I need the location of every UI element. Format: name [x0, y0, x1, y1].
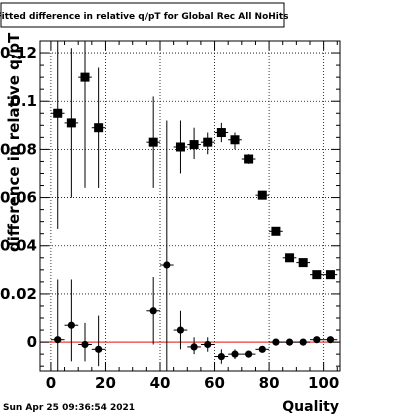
- data-point-circle: [190, 343, 198, 351]
- data-point-circle: [67, 321, 75, 329]
- data-point-circle: [81, 340, 89, 349]
- data-point-circle: [326, 336, 335, 344]
- title-box: Fitted difference in relative q/pT for G…: [0, 2, 289, 28]
- data-point-circle: [313, 336, 321, 344]
- data-point-square: [216, 128, 226, 138]
- y-tick-label: 0: [27, 333, 37, 351]
- y-tick-label: 0.1: [10, 92, 37, 110]
- x-axis-label: Quality: [282, 399, 339, 414]
- data-point-circle: [217, 352, 225, 361]
- axis-ticks: [40, 41, 340, 371]
- tick-labels: 0 20 40 60 80 100 0 0.02 0.04 0.06 0.08 0.1 0.12: [0, 44, 339, 392]
- y-tick-label: 0.08: [0, 140, 37, 158]
- data-point-square: [271, 226, 281, 236]
- data-point-square: [230, 135, 240, 145]
- x-tick-label: 20: [95, 374, 116, 392]
- y-axis-label: difference in relative q/pT: [5, 32, 23, 252]
- data-point-circle: [299, 338, 307, 346]
- data-point-square: [203, 137, 213, 147]
- x-tick-label: 40: [150, 374, 171, 392]
- y-tick-label: 0.12: [0, 44, 37, 62]
- data-point-circle: [176, 326, 185, 334]
- data-point-square: [175, 142, 185, 152]
- data-point-square: [94, 123, 104, 133]
- chart-title: Fitted difference in relative q/pT for G…: [0, 12, 289, 22]
- x-tick-label: 80: [259, 374, 280, 392]
- x-tick-label: 0: [46, 374, 56, 392]
- data-point-circle: [163, 261, 171, 269]
- data-point-circle: [245, 350, 253, 358]
- data-point-square: [148, 137, 158, 147]
- x-tick-label: 60: [204, 374, 225, 392]
- data-point-circle: [95, 345, 103, 353]
- data-point-square: [244, 154, 254, 164]
- data-point-square: [53, 108, 63, 118]
- data-point-square: [80, 72, 90, 82]
- data-point-square: [189, 140, 199, 150]
- y-tick-label: 0.04: [0, 237, 37, 255]
- data-point-square: [298, 258, 308, 268]
- data-point-square: [285, 253, 295, 263]
- timestamp: Sun Apr 25 09:36:54 2021: [3, 403, 135, 413]
- data-point-circle: [285, 338, 294, 346]
- data-point-square: [325, 270, 335, 280]
- data-point-circle: [272, 338, 280, 346]
- data-markers: [53, 72, 335, 361]
- data-point-circle: [204, 340, 212, 349]
- data-point-square: [312, 270, 322, 280]
- data-point-circle: [149, 307, 157, 315]
- data-point-circle: [258, 345, 266, 353]
- x-tick-label: 100: [308, 374, 339, 392]
- y-tick-label: 0.02: [0, 285, 37, 303]
- data-point-circle: [54, 336, 62, 344]
- data-point-square: [257, 190, 267, 200]
- data-point-circle: [231, 350, 239, 358]
- plot-frame: [39, 40, 341, 372]
- data-point-square: [66, 118, 76, 128]
- y-tick-label: 0.06: [0, 189, 37, 207]
